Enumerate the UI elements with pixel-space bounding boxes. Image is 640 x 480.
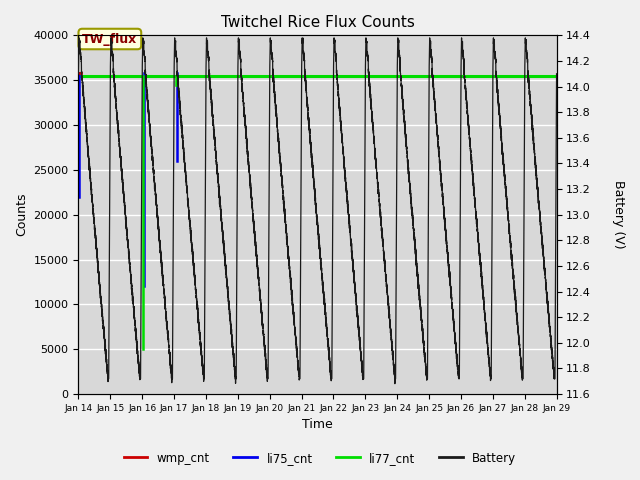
X-axis label: Time: Time bbox=[302, 419, 333, 432]
Text: TW_flux: TW_flux bbox=[82, 33, 138, 46]
Title: Twitchel Rice Flux Counts: Twitchel Rice Flux Counts bbox=[221, 15, 415, 30]
Legend: wmp_cnt, li75_cnt, li77_cnt, Battery: wmp_cnt, li75_cnt, li77_cnt, Battery bbox=[119, 447, 521, 469]
Y-axis label: Battery (V): Battery (V) bbox=[612, 180, 625, 249]
Y-axis label: Counts: Counts bbox=[15, 193, 28, 237]
